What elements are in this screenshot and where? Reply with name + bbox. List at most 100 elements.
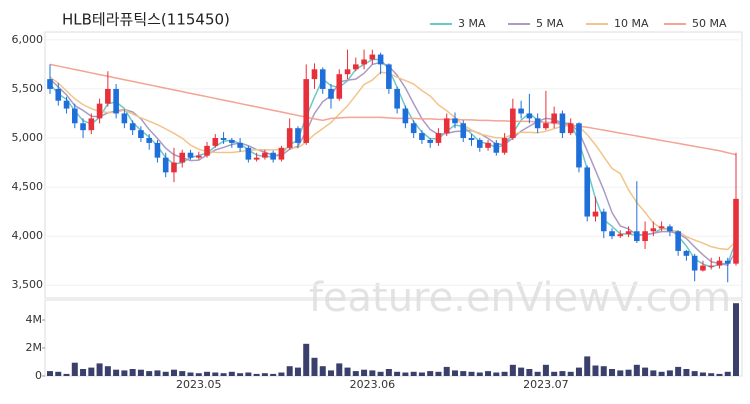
candle-body — [419, 133, 425, 140]
volume-bar — [658, 371, 665, 376]
volume-bar — [187, 372, 194, 376]
candle-body — [576, 123, 582, 168]
volume-bar — [47, 371, 53, 376]
volume-bar — [63, 373, 70, 376]
candle-body — [443, 118, 450, 134]
volume-bar — [352, 371, 359, 376]
candle-body — [700, 265, 706, 271]
candle-body — [179, 152, 186, 163]
candle-body — [71, 108, 78, 124]
volume-bar — [377, 371, 384, 376]
volume-bar — [443, 366, 450, 376]
candle-body — [278, 147, 285, 160]
volume-bar — [542, 364, 549, 376]
volume-bar — [592, 365, 599, 376]
candle-body — [733, 198, 739, 264]
volume-bar — [261, 373, 268, 376]
x-tick-label: 2023.06 — [350, 378, 396, 391]
volume-bar — [625, 369, 632, 376]
candle-body — [377, 54, 384, 65]
volume-bar — [319, 366, 326, 376]
volume-bar — [468, 371, 475, 376]
volume-bar — [633, 364, 640, 376]
candle-body — [237, 142, 243, 148]
ma-line — [49, 63, 737, 156]
candle-body — [427, 139, 433, 143]
candle-body — [567, 123, 574, 134]
ma-line — [49, 71, 737, 251]
volume-bar — [691, 371, 698, 376]
volume-bar — [642, 367, 649, 376]
candle-body — [526, 113, 533, 119]
volume-bar — [418, 372, 425, 376]
legend-label: 3 MA — [458, 17, 486, 30]
volume-bar — [716, 373, 723, 376]
ma-line — [49, 58, 737, 269]
candle-body — [410, 123, 417, 134]
candle-body — [55, 88, 62, 101]
volume-bar — [220, 373, 227, 376]
candle-body — [683, 250, 690, 256]
volume-bar — [385, 369, 392, 376]
candle-body — [460, 123, 467, 139]
candle-body — [63, 100, 70, 109]
candle-body — [658, 226, 665, 229]
candle-body — [452, 118, 458, 124]
volume-bar — [427, 371, 434, 376]
volume-bar — [286, 366, 293, 376]
volume-bar — [476, 372, 483, 376]
candle-body — [113, 88, 119, 114]
chart-title: HLB테라퓨틱스(115450) — [62, 11, 230, 29]
candle-body — [501, 138, 508, 153]
candle-body — [121, 113, 128, 124]
legend-label: 50 MA — [692, 17, 727, 30]
candle-body — [534, 118, 541, 129]
candle-body — [187, 152, 194, 158]
candle-body — [510, 108, 516, 139]
candle-body — [650, 228, 657, 232]
volume-bar — [501, 371, 508, 376]
candle-body — [485, 142, 491, 148]
volume-bar — [699, 372, 706, 376]
candle-body — [146, 138, 152, 143]
volume-bar — [518, 367, 525, 376]
volume-bar — [80, 369, 87, 376]
volume-bar — [410, 371, 417, 376]
volume-bar — [311, 357, 318, 376]
candle-body — [617, 234, 624, 237]
candle-body — [229, 139, 235, 143]
candle-body — [675, 231, 681, 251]
candle-body — [600, 211, 607, 232]
volume-bar — [650, 370, 657, 376]
y-tick-label: 5,000 — [12, 131, 44, 144]
candle-body — [551, 113, 557, 124]
volume-bar — [344, 367, 351, 376]
y-tick-label: 3,500 — [12, 278, 44, 291]
x-tick-label: 2023.07 — [523, 378, 569, 391]
volume-bar — [96, 363, 103, 376]
candle-body — [609, 231, 615, 237]
volume-bar — [253, 373, 260, 376]
candle-body — [435, 133, 442, 143]
y-tick-label: 4,500 — [12, 180, 44, 193]
volume-bar — [228, 371, 235, 376]
candle-body — [253, 157, 260, 160]
volume-bar — [270, 373, 277, 376]
candle-body — [154, 142, 161, 158]
y-tick-label: 6,000 — [12, 33, 44, 46]
volume-bar — [162, 371, 169, 376]
candle-body — [220, 138, 227, 140]
candle-body — [642, 231, 648, 242]
volume-bar — [485, 371, 492, 376]
candle-body — [634, 231, 640, 242]
candle-body — [295, 128, 301, 143]
legend-label: 10 MA — [614, 17, 649, 30]
volume-bar — [575, 367, 582, 376]
volume-bar — [724, 371, 731, 376]
candle-body — [336, 74, 343, 99]
candle-body — [584, 167, 591, 217]
volume-bar — [551, 371, 558, 376]
volume-bar — [121, 370, 128, 376]
volume-bar — [88, 367, 95, 376]
volume-bar — [534, 371, 541, 376]
